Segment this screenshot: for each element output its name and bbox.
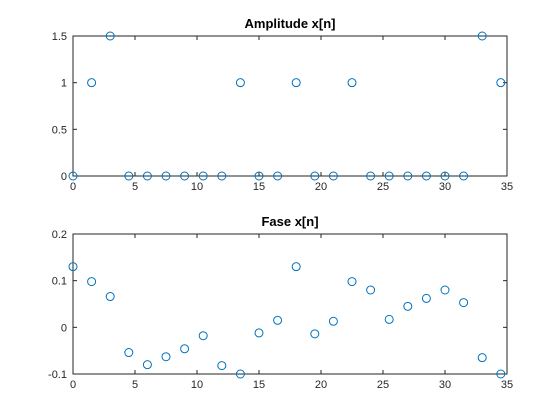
phase-axes-box xyxy=(72,233,508,375)
phase-data-point xyxy=(328,316,338,326)
amplitude-xtick-label: 0 xyxy=(70,181,76,193)
phase-markers xyxy=(68,262,506,379)
phase-data-point xyxy=(347,277,357,287)
phase-xtick-label: 20 xyxy=(315,379,327,391)
phase-data-point xyxy=(403,301,413,311)
phase-data-point xyxy=(291,262,301,272)
phase-data-point xyxy=(235,369,245,379)
amplitude-data-point xyxy=(124,171,134,181)
phase-data-point xyxy=(496,369,506,379)
phase-data-point xyxy=(124,348,134,358)
amplitude-data-point xyxy=(328,171,338,181)
phase-subplot: Fase x[n] 0 5 10 15 20 25 30 35-0.100.10.2 xyxy=(48,214,513,391)
amplitude-data-point xyxy=(87,78,97,88)
phase-title: Fase x[n] xyxy=(261,214,318,229)
phase-ytick-label: 0.2 xyxy=(52,229,67,241)
amplitude-data-point xyxy=(496,78,506,88)
amplitude-data-point xyxy=(235,78,245,88)
amplitude-markers xyxy=(68,31,506,181)
amplitude-axes-box xyxy=(72,35,508,177)
phase-xtick-label: 35 xyxy=(501,379,513,391)
amplitude-ytick-label: 1 xyxy=(61,78,67,90)
amplitude-data-point xyxy=(198,171,208,181)
phase-ytick-label: 0.1 xyxy=(52,276,67,288)
amplitude-data-point xyxy=(310,171,320,181)
amplitude-ticks: 0 5 10 15 20 25 30 35 0 0.5 1 1.5 xyxy=(52,31,513,193)
phase-ticks: 0 5 10 15 20 25 30 35-0.100.10.2 xyxy=(48,229,513,391)
amplitude-xtick-label: 30 xyxy=(439,181,451,193)
amplitude-xtick-label: 5 xyxy=(132,181,138,193)
amplitude-xtick-label: 15 xyxy=(253,181,265,193)
amplitude-data-point xyxy=(217,171,227,181)
amplitude-data-point xyxy=(161,171,171,181)
phase-data-point xyxy=(180,344,190,354)
phase-data-point xyxy=(384,314,394,324)
phase-data-point xyxy=(310,329,320,339)
phase-data-point xyxy=(217,361,227,371)
phase-data-point xyxy=(366,285,376,295)
phase-data-point xyxy=(161,352,171,362)
phase-data-point xyxy=(254,328,264,338)
phase-ytick-label: 0 xyxy=(61,322,67,334)
amplitude-data-point xyxy=(254,171,264,181)
phase-data-point xyxy=(440,285,450,295)
amplitude-data-point xyxy=(347,78,357,88)
amplitude-ytick-label: 1.5 xyxy=(52,31,67,43)
amplitude-data-point xyxy=(68,171,78,181)
amplitude-data-point xyxy=(105,31,115,41)
phase-ytick-label: -0.1 xyxy=(48,369,67,381)
amplitude-ytick-label: 0.5 xyxy=(52,124,67,136)
phase-data-point xyxy=(105,292,115,302)
phase-data-point xyxy=(421,293,431,303)
amplitude-data-point xyxy=(366,171,376,181)
phase-data-point xyxy=(273,315,283,325)
amplitude-xtick-label: 10 xyxy=(191,181,203,193)
amplitude-data-point xyxy=(440,171,450,181)
phase-xtick-label: 10 xyxy=(191,379,203,391)
phase-xtick-label: 15 xyxy=(253,379,265,391)
amplitude-data-point xyxy=(384,171,394,181)
phase-xtick-label: 30 xyxy=(439,379,451,391)
amplitude-xtick-label: 25 xyxy=(377,181,389,193)
amplitude-data-point xyxy=(477,31,487,41)
phase-data-point xyxy=(68,262,78,272)
phase-data-point xyxy=(87,277,97,287)
amplitude-data-point xyxy=(403,171,413,181)
amplitude-subplot: Amplitude x[n] 0 5 10 15 20 25 30 35 0 0.5 1 1.5 xyxy=(52,16,513,193)
phase-data-point xyxy=(142,360,152,370)
amplitude-data-point xyxy=(291,78,301,88)
amplitude-data-point xyxy=(273,171,283,181)
phase-data-point xyxy=(477,353,487,363)
amplitude-xtick-label: 35 xyxy=(501,181,513,193)
amplitude-title: Amplitude x[n] xyxy=(245,16,336,31)
amplitude-xtick-label: 20 xyxy=(315,181,327,193)
phase-xtick-label: 0 xyxy=(70,379,76,391)
amplitude-data-point xyxy=(421,171,431,181)
phase-xtick-label: 25 xyxy=(377,379,389,391)
amplitude-data-point xyxy=(142,171,152,181)
phase-xtick-label: 5 xyxy=(132,379,138,391)
phase-data-point xyxy=(198,331,208,341)
phase-data-point xyxy=(459,298,469,308)
amplitude-data-point xyxy=(459,171,469,181)
amplitude-data-point xyxy=(180,171,190,181)
amplitude-ytick-label: 0 xyxy=(61,171,67,183)
